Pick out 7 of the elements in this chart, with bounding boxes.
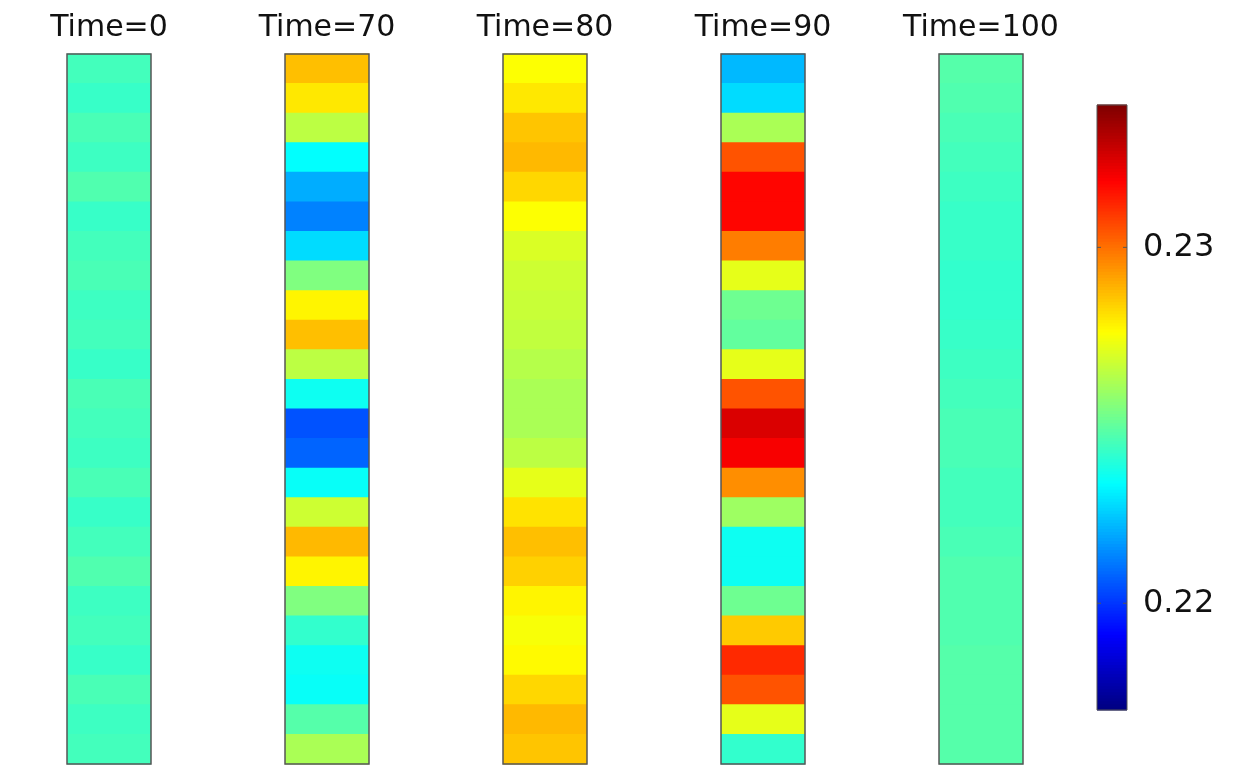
x-tick-label: Time=70: [257, 7, 396, 43]
x-tick-label: Time=90: [693, 7, 832, 43]
x-tick-label: Time=80: [475, 7, 614, 43]
x-tick-label: Time=100: [902, 7, 1059, 43]
color-bar-label: 0.22: [1143, 581, 1215, 620]
color-bar-label: 0.23: [1143, 225, 1215, 264]
x-tick-label: Time=0: [49, 7, 168, 43]
